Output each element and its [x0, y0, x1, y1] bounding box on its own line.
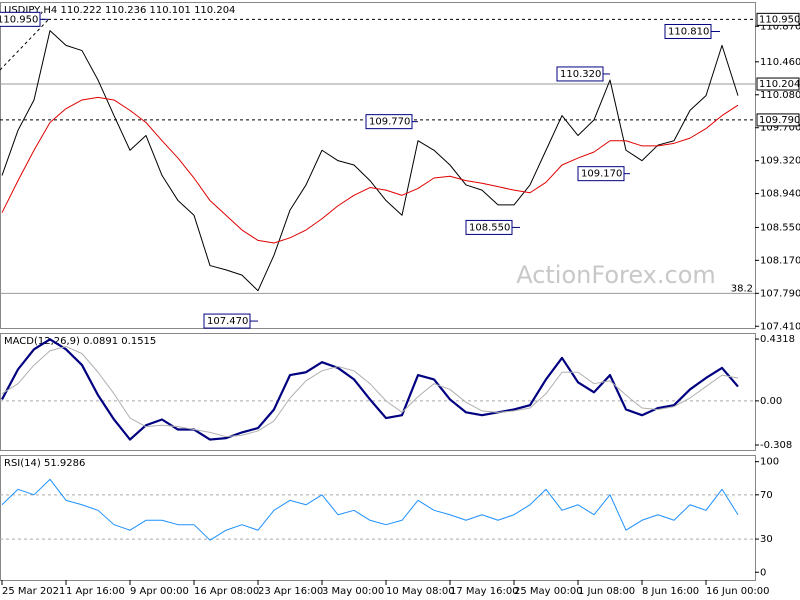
y-tick-label: 108.550 — [760, 222, 800, 233]
y-tick-label: 110.080 — [760, 90, 800, 101]
y-tick-label: 0.00 — [760, 396, 782, 407]
series-line — [1, 478, 739, 541]
y-tick-label: 100 — [760, 457, 779, 468]
annotation-box — [664, 23, 712, 39]
annotation-box — [203, 313, 251, 329]
y-tick-label: 108.940 — [760, 189, 800, 200]
y-tick-label: -0.308 — [760, 440, 792, 451]
x-tick-label: 9 Apr 00:00 — [130, 586, 189, 597]
annotation-box — [577, 166, 625, 182]
annotation-box — [556, 66, 604, 82]
rsi-title: RSI(14) 51.9286 — [4, 458, 85, 469]
y-tick-label: 108.170 — [760, 255, 800, 266]
annotation-label: 107.470 — [207, 316, 248, 327]
x-tick-label: 1 Jun 08:00 — [578, 586, 635, 597]
y-tick-label: 0.4318 — [760, 334, 795, 345]
series-line — [1, 345, 739, 438]
annotation-box — [465, 219, 513, 235]
x-tick-label: 10 May 08:00 — [386, 586, 455, 597]
x-tick-label: 16 Jun 00:00 — [706, 586, 770, 597]
annotation-label: 108.550 — [469, 222, 510, 233]
series-line — [1, 30, 739, 292]
level-box — [756, 77, 800, 91]
series-line — [1, 338, 739, 441]
x-tick-label: 25 Mar 2021 — [2, 586, 65, 597]
series-line — [1, 96, 739, 244]
y-tick-label: 110.460 — [760, 57, 800, 68]
macd-pane — [0, 333, 756, 451]
x-tick-label: 1 Apr 16:00 — [66, 586, 125, 597]
macd-title: MACD(12,26,9) 0.0891 0.1515 — [4, 336, 156, 347]
annotation-label: 109.170 — [581, 169, 622, 180]
price-title: USDJPY,H4 110.222 110.236 110.101 110.20… — [4, 5, 235, 16]
x-tick-label: 16 Apr 08:00 — [194, 586, 259, 597]
annotation-box — [0, 11, 41, 27]
y-tick-label: 70 — [760, 490, 773, 501]
y-tick-label: 0 — [760, 567, 766, 578]
y-tick-label: 107.410 — [760, 321, 800, 332]
annotation-label: 109.770 — [369, 117, 410, 128]
x-tick-label: 25 May 00:00 — [514, 586, 583, 597]
x-tick-label: 3 May 00:00 — [322, 586, 384, 597]
annotation-box — [365, 114, 413, 130]
annotation-label: 110.320 — [560, 69, 601, 80]
watermark: ActionForex.com — [516, 261, 716, 289]
level-label: 109.790 — [759, 115, 800, 126]
y-tick-label: 107.790 — [760, 288, 800, 299]
level-box — [756, 113, 800, 127]
level-label: 110.950 — [759, 14, 800, 25]
x-tick-label: 17 May 16:00 — [450, 586, 519, 597]
annotation-label: 110.810 — [668, 26, 709, 37]
level-label: 38.2 — [731, 283, 753, 294]
rsi-pane — [0, 455, 756, 581]
x-tick-label: 23 Apr 16:00 — [258, 586, 323, 597]
level-box — [756, 12, 800, 26]
annotation-label: 110.950 — [0, 14, 38, 25]
y-tick-label: 109.700 — [760, 123, 800, 134]
price-pane — [0, 2, 756, 329]
y-tick-label: 30 — [760, 534, 773, 545]
level-label: 110.204 — [759, 79, 800, 90]
x-tick-label: 8 Jun 16:00 — [642, 586, 699, 597]
y-tick-label: 110.870 — [760, 21, 800, 32]
y-tick-label: 109.320 — [760, 156, 800, 167]
